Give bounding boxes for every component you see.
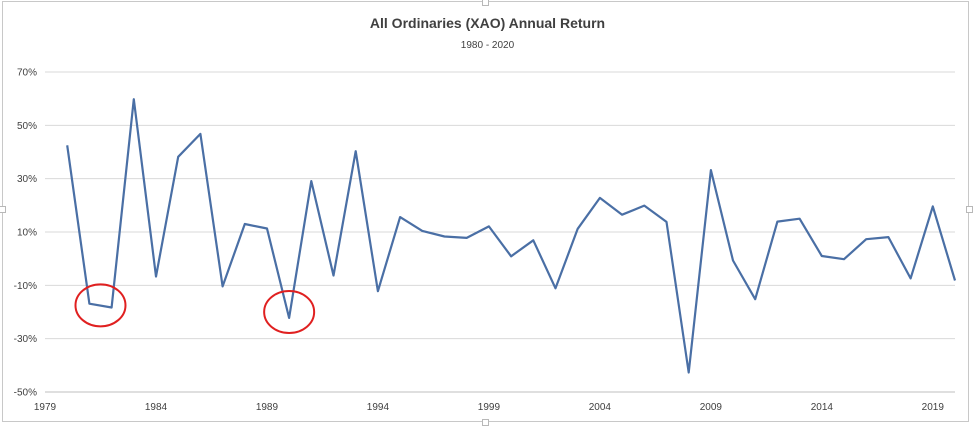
y-tick-label: 30% [17,174,37,185]
annotation-circle [263,290,316,334]
series-layer [66,98,957,374]
chart-subtitle: 1980 - 2020 [460,40,515,51]
x-tick-label: 2019 [922,402,945,413]
y-tick-label: -50% [14,388,37,399]
x-tick-label: 1989 [256,402,279,413]
y-tick-label: 10% [17,228,37,239]
x-tick-label: 1994 [367,402,390,413]
x-tick-label: 1984 [145,402,168,413]
x-tick-label: 2014 [811,402,834,413]
series-line [66,98,957,374]
annotation-circle [74,283,127,328]
y-tick-label: -10% [14,281,37,292]
x-tick-label: 1999 [478,402,501,413]
x-tick-label: 1979 [34,402,57,413]
resize-handle-right[interactable] [966,206,973,213]
gridlines [45,71,955,393]
resize-handle-top[interactable] [482,0,489,6]
x-tick-label: 2004 [589,402,612,413]
x-axis-tick-labels: 1979 1984 1989 1994 1999 2004 2009 2014 2019 [34,402,944,413]
y-tick-label: 70% [17,68,37,79]
chart-title: All Ordinaries (XAO) Annual Return [369,15,606,31]
x-tick-label: 2009 [700,402,723,413]
y-tick-label: -30% [14,334,37,345]
annotations [74,283,316,334]
y-axis-tick-labels: 70% 50% 30% 10% -10% -30% -50% [14,68,37,399]
resize-handle-left[interactable] [0,206,6,213]
y-tick-label: 50% [17,121,37,132]
